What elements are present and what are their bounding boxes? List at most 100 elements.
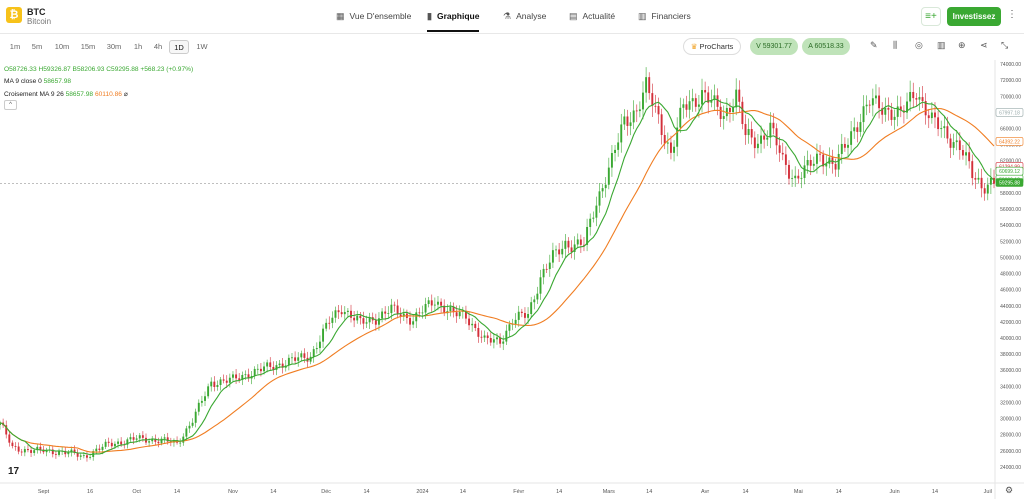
candle-body xyxy=(79,455,82,457)
candle-body xyxy=(253,368,256,376)
timeframe-30m[interactable]: 30m xyxy=(106,42,122,51)
tab-analysis[interactable]: ⚗ Analyse xyxy=(503,11,546,31)
ma-9-line xyxy=(0,98,995,456)
candle-body xyxy=(527,314,530,318)
candle-body xyxy=(464,310,467,319)
candle-type-icon[interactable]: ⫼ xyxy=(893,40,898,50)
timeframe-15m[interactable]: 15m xyxy=(80,42,96,51)
candle-body xyxy=(620,124,623,143)
add-icon[interactable]: ⊕ xyxy=(958,40,966,50)
legend-collapse-button[interactable]: ^ xyxy=(4,100,17,110)
candle-body xyxy=(834,163,837,170)
candle-body xyxy=(843,143,846,148)
watchlist-add-button[interactable]: ≡+ xyxy=(921,7,941,26)
x-tick-label: 14 xyxy=(646,489,652,495)
candle-body xyxy=(266,362,269,367)
tab-overview[interactable]: ▦ Vue D'ensemble xyxy=(336,11,411,31)
y-tick-label: 44000.00 xyxy=(1000,304,1021,310)
ma-cross-legend: Croisement MA 9 26 58657.98 60110.86 ⌀ xyxy=(4,90,128,98)
indicators-icon[interactable]: ◎ xyxy=(915,40,923,50)
invest-button[interactable]: Investissez xyxy=(947,7,1001,26)
news-icon: ▤ xyxy=(569,11,578,21)
candle-body xyxy=(806,160,809,166)
tab-news[interactable]: ▤ Actualité xyxy=(569,11,615,31)
x-tick-label: 14 xyxy=(363,489,369,495)
candle-body xyxy=(729,107,731,113)
candle-body xyxy=(154,438,157,442)
candle-body xyxy=(5,425,8,435)
x-tick-label: Déc xyxy=(321,489,331,495)
grid-icon: ▦ xyxy=(336,11,345,21)
candle-body xyxy=(182,436,185,443)
candle-body xyxy=(45,449,48,453)
candle-body xyxy=(896,106,899,117)
candle-body xyxy=(247,374,250,379)
timeframe-1h[interactable]: 1h xyxy=(133,42,143,51)
candle-body xyxy=(303,353,306,358)
candle-body xyxy=(772,122,775,129)
candle-body xyxy=(157,441,160,444)
report-icon: ▥ xyxy=(638,11,647,21)
hide-indicator-icon[interactable]: ⌀ xyxy=(123,91,128,98)
x-tick-label: Juil xyxy=(984,489,992,495)
tab-chart[interactable]: ▮ Graphique xyxy=(427,11,480,32)
candle-body xyxy=(660,114,663,135)
timeframe-10m[interactable]: 10m xyxy=(54,42,70,51)
candle-body xyxy=(54,454,57,455)
candle-body xyxy=(701,90,703,105)
candle-body xyxy=(878,95,881,109)
timeframe-1w[interactable]: 1W xyxy=(196,42,208,51)
candle-body xyxy=(427,300,430,305)
timeframe-4h[interactable]: 4h xyxy=(153,42,163,51)
price-tag-box xyxy=(995,178,1024,187)
candle-body xyxy=(651,93,654,106)
collapse-icon[interactable]: ⤡ xyxy=(1001,40,1009,50)
candle-body xyxy=(974,178,977,180)
price-chart[interactable]: 24000.00 26000.00 28000.00 30000.00 32000.00… xyxy=(0,60,1024,499)
candle-body xyxy=(384,311,387,314)
more-menu-icon[interactable]: ⋮ xyxy=(1007,9,1017,20)
candle-body xyxy=(291,357,293,359)
ma-label: MA 9 close 0 xyxy=(4,78,42,85)
candle-body xyxy=(113,443,116,447)
pencil-icon[interactable]: ✎ xyxy=(870,40,878,50)
candle-body xyxy=(23,449,26,453)
candle-body xyxy=(222,379,225,381)
candle-body xyxy=(971,161,974,179)
timeframe-1d[interactable]: 1D xyxy=(169,40,189,54)
y-tick-label: 50000.00 xyxy=(1000,255,1021,261)
candle-body xyxy=(374,320,377,325)
candle-body xyxy=(346,310,349,312)
candle-body xyxy=(191,422,194,426)
candle-body xyxy=(567,240,570,248)
tab-financials[interactable]: ▥ Financiers xyxy=(638,11,691,31)
timeframe-1m[interactable]: 1m xyxy=(9,42,21,51)
candle-body xyxy=(654,105,657,107)
candle-body xyxy=(424,304,427,313)
candle-body xyxy=(853,127,856,132)
candle-body xyxy=(272,366,275,370)
candle-body xyxy=(402,313,405,317)
candle-body xyxy=(884,107,887,115)
candle-body xyxy=(732,107,735,113)
chart-settings-icon[interactable]: ⚙ xyxy=(1005,485,1014,495)
candle-body xyxy=(707,92,710,103)
procharts-button[interactable]: ♛ ProCharts xyxy=(683,38,741,55)
candle-body xyxy=(778,145,781,153)
x-tick-label: 14 xyxy=(742,489,748,495)
share-icon[interactable]: ⋖ xyxy=(980,40,988,50)
x-tick-label: 14 xyxy=(836,489,842,495)
sell-price-button[interactable]: V 59301.77 xyxy=(750,38,798,55)
candle-body xyxy=(803,165,806,178)
x-tick-label: Nov xyxy=(228,489,238,495)
candles-icon: ▮ xyxy=(427,11,432,21)
timeframe-5m[interactable]: 5m xyxy=(31,42,43,51)
candle-body xyxy=(207,386,210,397)
bars-icon[interactable]: ▥ xyxy=(937,40,946,50)
candle-body xyxy=(496,337,498,340)
candle-body xyxy=(955,140,958,143)
buy-price-button[interactable]: A 60518.33 xyxy=(802,38,850,55)
y-tick-label: 28000.00 xyxy=(1000,433,1021,439)
candle-body xyxy=(753,137,756,149)
candle-body xyxy=(107,441,110,443)
